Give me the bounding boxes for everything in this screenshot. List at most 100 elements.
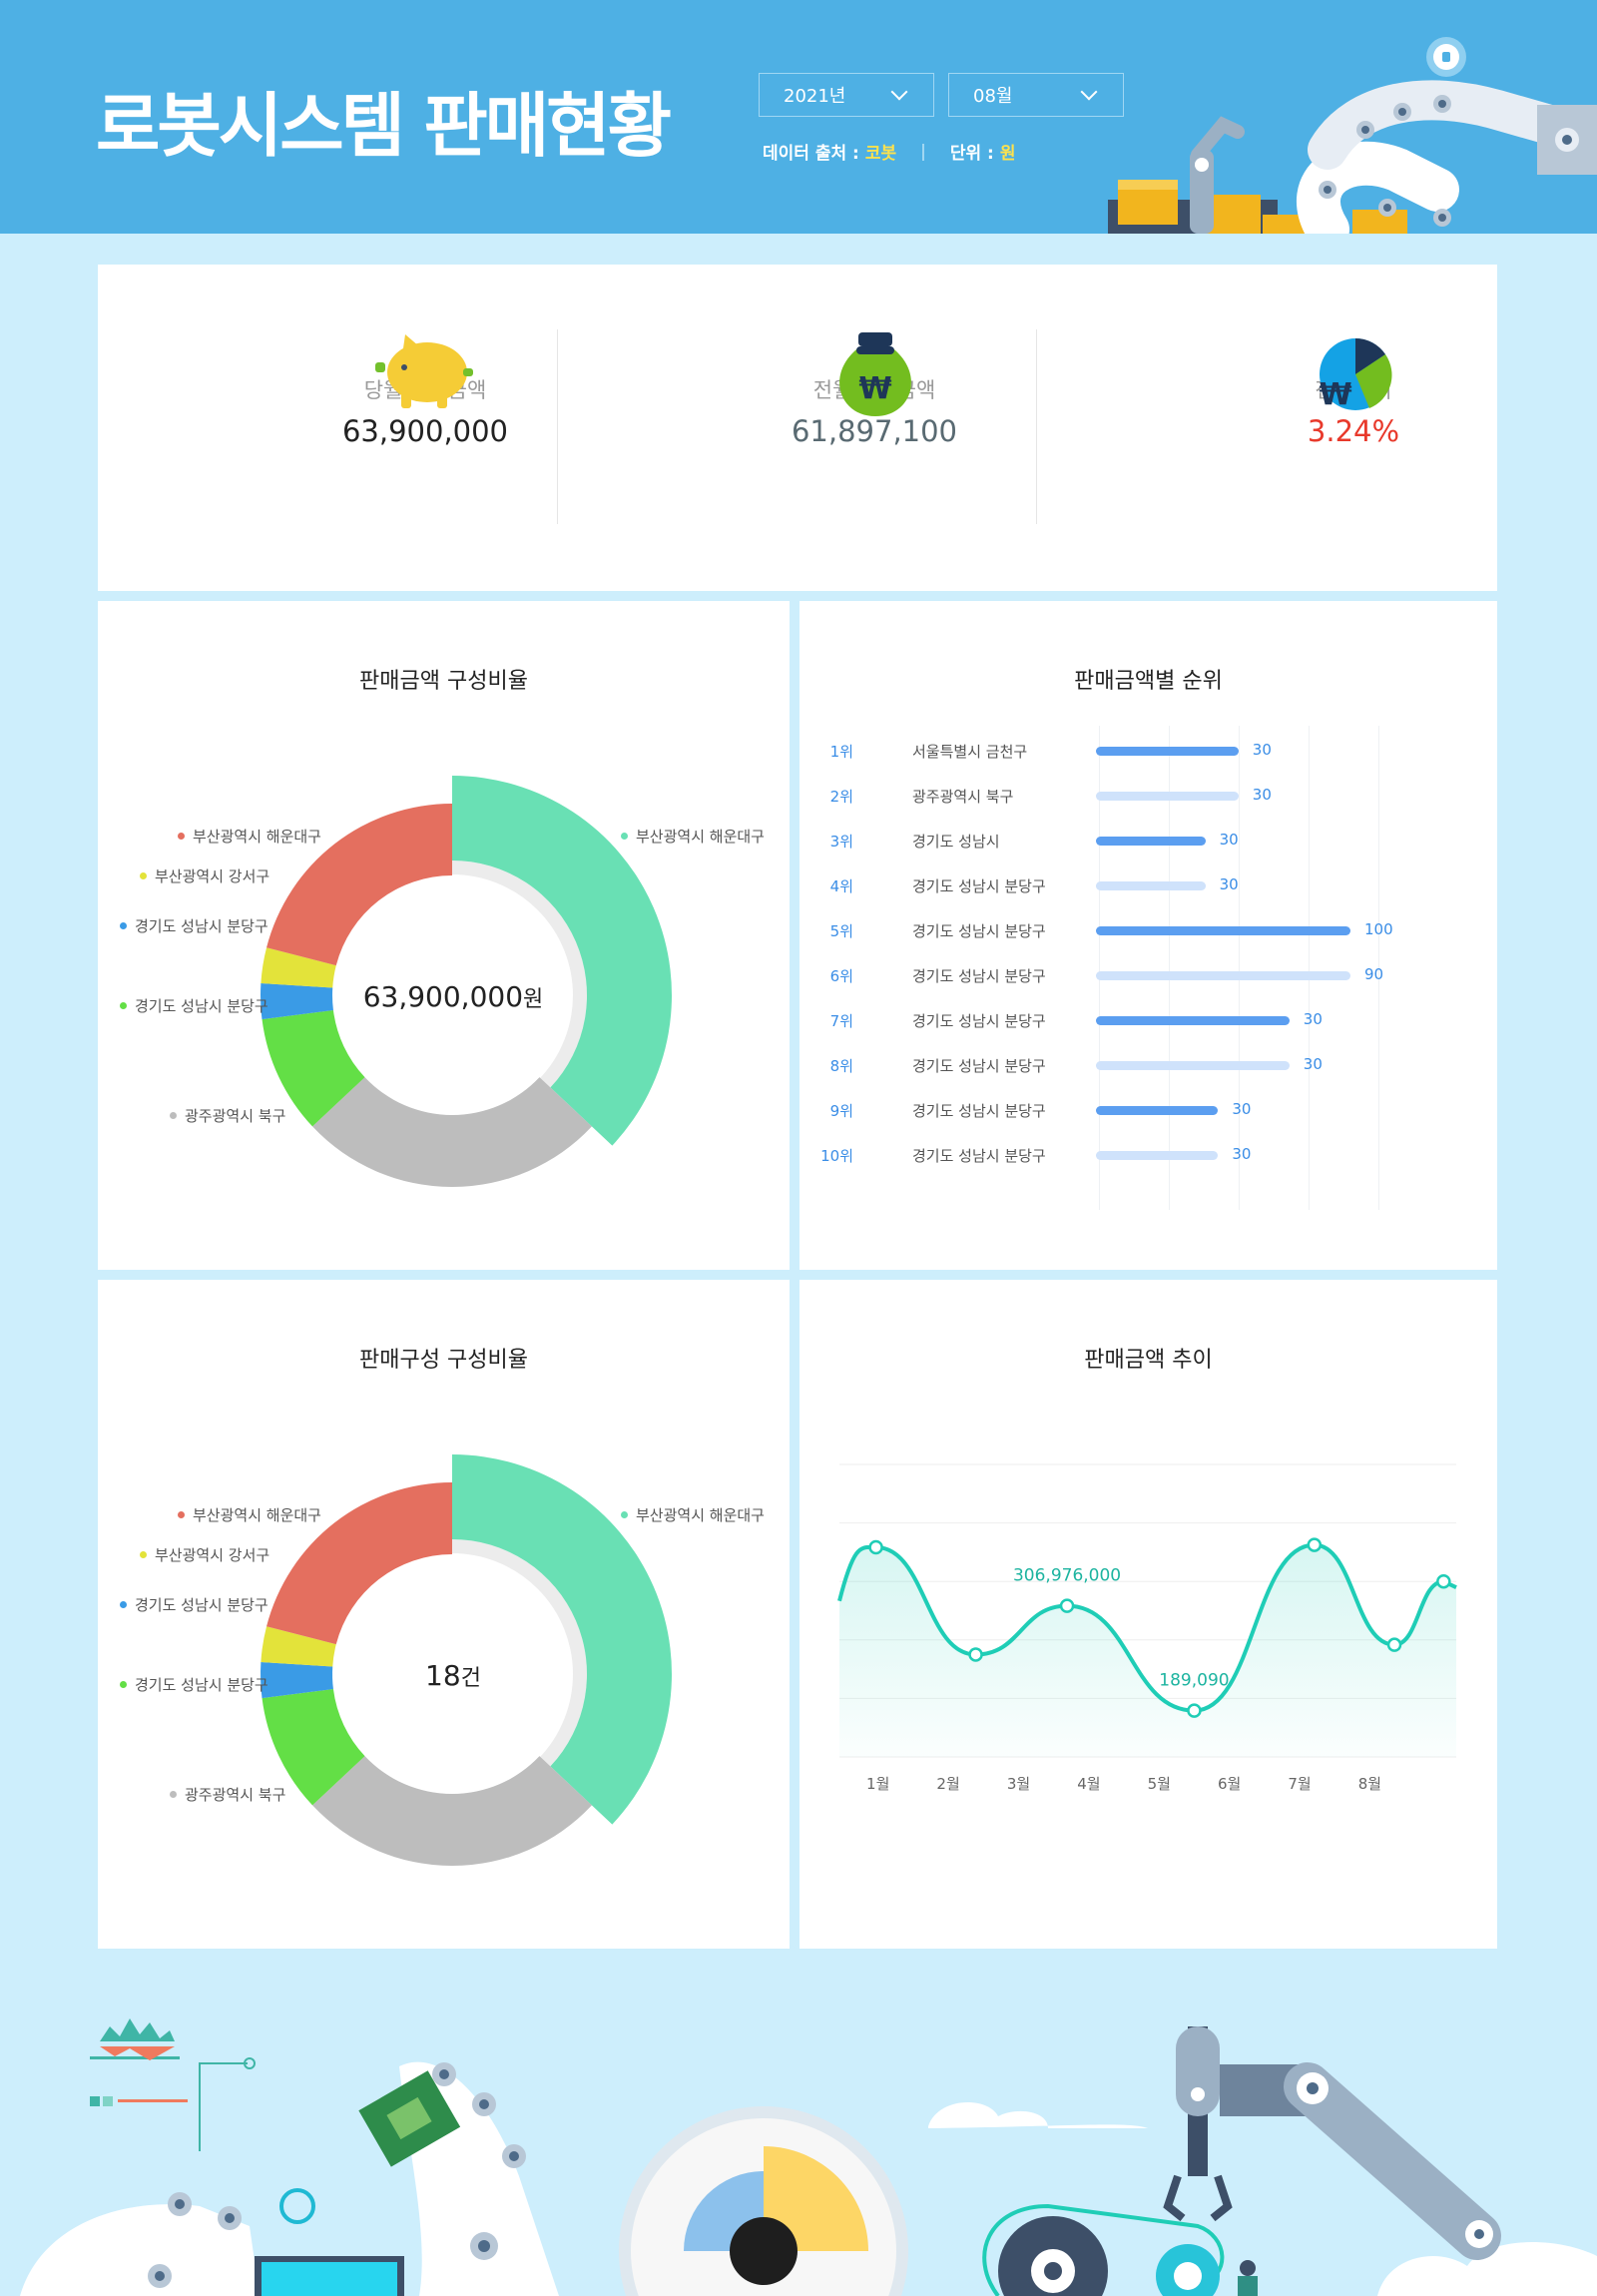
legend-item: 경기도 성남시 분당구: [120, 1594, 268, 1615]
ranking-row[interactable]: 3위 경기도 성남시 30: [799, 831, 1398, 861]
legend-dot: [621, 1511, 628, 1518]
legend-item: 광주광역시 북구: [170, 1105, 285, 1126]
legend-item: 부산광역시 해운대구: [178, 1504, 321, 1525]
donut-slice[interactable]: [312, 1077, 592, 1187]
stat-value: 3.24%: [1307, 414, 1400, 448]
donut-slice[interactable]: [452, 776, 672, 1146]
rank-region-name: 경기도 성남시 분당구: [912, 1057, 1046, 1075]
pie-chart-won-icon: ₩: [1319, 337, 1392, 412]
rank-region-name: 경기도 성남시 분당구: [912, 877, 1046, 895]
rank-bar[interactable]: [1096, 792, 1239, 801]
previous-month-sales: ₩ 전월 판매금액 61,897,100: [685, 265, 1064, 448]
legend-item: 부산광역시 해운대구: [621, 826, 765, 847]
rank-number: 9위: [829, 1102, 853, 1120]
count-ratio-card: 판매구성 구성비율 부산광역시 해운대구 부산광역시 강서구 경기도 성남시 분…: [98, 1280, 790, 1949]
divider: |: [920, 141, 926, 162]
trend-area: [839, 1544, 1456, 1757]
stat-value: 61,897,100: [791, 414, 958, 448]
ranking-row[interactable]: 9위 경기도 성남시 분당구 30: [799, 1100, 1398, 1130]
rank-value-label: 30: [1219, 831, 1239, 849]
rank-value-label: 90: [1364, 965, 1384, 983]
amount-ratio-donut-chart: [261, 776, 672, 1187]
rank-bar[interactable]: [1096, 881, 1206, 890]
donut-slice[interactable]: [261, 1661, 333, 1699]
ranking-row[interactable]: 4위 경기도 성남시 분당구 30: [799, 875, 1398, 905]
legend-label: 광주광역시 북구: [185, 1107, 286, 1125]
legend-label: 부산광역시 강서구: [155, 867, 270, 885]
ranking-row[interactable]: 8위 경기도 성남시 분당구 30: [799, 1055, 1398, 1085]
donut-slice[interactable]: [452, 1454, 672, 1825]
chart-title: 판매금액 추이: [1084, 1348, 1213, 1373]
trend-point[interactable]: [968, 1647, 983, 1662]
legend-label: 광주광역시 북구: [185, 1786, 286, 1804]
rank-bar[interactable]: [1096, 1151, 1219, 1160]
rank-bar[interactable]: [1096, 926, 1350, 935]
source-label: 데이터 출처 :: [763, 144, 859, 164]
ranking-row[interactable]: 2위 광주광역시 북구 30: [799, 786, 1398, 816]
x-tick-label: 5월: [1148, 1775, 1171, 1793]
ranking-row[interactable]: 5위 경기도 성남시 분당구 100: [799, 920, 1398, 950]
rank-number: 10위: [820, 1147, 853, 1165]
legend-label: 부산광역시 해운대구: [636, 828, 765, 846]
donut-center-value: 63,900,000원: [353, 980, 553, 1013]
x-tick-label: 7월: [1288, 1775, 1311, 1793]
robot-arm-illustration: [1108, 37, 1597, 234]
legend-label: 부산광역시 해운대구: [636, 1506, 765, 1524]
year-select-value: 2021년: [784, 86, 846, 107]
legend-dot: [140, 1551, 147, 1558]
source-value: 코봇: [864, 144, 897, 164]
trend-point[interactable]: [1436, 1573, 1451, 1589]
header-banner: 로봇시스템 판매현황 2021년 08월 데이터 출처 : 코봇 | 단위 : …: [0, 0, 1597, 234]
ranking-row[interactable]: 10위 경기도 성남시 분당구 30: [799, 1145, 1398, 1175]
legend-label: 경기도 성남시 분당구: [135, 1676, 268, 1694]
trend-point[interactable]: [868, 1539, 883, 1555]
donut-slice[interactable]: [261, 982, 333, 1020]
legend-item: 경기도 성남시 분당구: [120, 1674, 268, 1695]
legend-dot: [170, 1791, 177, 1798]
rank-region-name: 광주광역시 북구: [912, 788, 1014, 806]
divider: [1036, 329, 1037, 524]
ranking-row[interactable]: 1위 서울특별시 금천구 30: [799, 741, 1398, 771]
center-unit: 원: [523, 987, 544, 1012]
legend-dot: [120, 1002, 127, 1009]
ranking-card: 판매금액별 순위 1위 서울특별시 금천구 30 2위 광주광역시 북구 30 3위 경기도 …: [799, 601, 1497, 1270]
rank-bar[interactable]: [1096, 1016, 1290, 1025]
donut-slice[interactable]: [312, 1756, 592, 1866]
donut-slice[interactable]: [261, 947, 336, 988]
month-select[interactable]: 08월: [948, 73, 1124, 117]
donut-slice[interactable]: [262, 1010, 365, 1127]
legend-dot: [178, 1511, 185, 1518]
legend-item: 부산광역시 해운대구: [621, 1504, 765, 1525]
year-select[interactable]: 2021년: [759, 73, 934, 117]
ranking-row[interactable]: 7위 경기도 성남시 분당구 30: [799, 1010, 1398, 1040]
legend-dot: [621, 833, 628, 840]
chart-title: 판매금액 구성비율: [359, 669, 528, 694]
donut-slice[interactable]: [266, 1482, 452, 1645]
money-bag-icon: ₩: [839, 332, 911, 416]
legend-item: 경기도 성남시 분당구: [120, 915, 268, 936]
donut-slice[interactable]: [266, 804, 452, 966]
legend-dot: [120, 1681, 127, 1688]
rank-bar[interactable]: [1096, 1106, 1219, 1115]
rank-region-name: 경기도 성남시 분당구: [912, 1147, 1046, 1165]
rank-bar[interactable]: [1096, 1061, 1290, 1070]
donut-slice[interactable]: [261, 1626, 336, 1667]
unit-label: 단위 :: [949, 144, 994, 164]
rank-region-name: 경기도 성남시: [912, 833, 1000, 851]
divider: [557, 329, 558, 524]
donut-slice[interactable]: [262, 1689, 365, 1806]
donut-center-value: 18건: [353, 1659, 553, 1692]
trend-point[interactable]: [1059, 1598, 1075, 1613]
rank-bar[interactable]: [1096, 747, 1239, 756]
rank-bar[interactable]: [1096, 971, 1350, 980]
legend-dot: [170, 1112, 177, 1119]
chart-title: 판매구성 구성비율: [359, 1348, 528, 1373]
trend-point[interactable]: [1187, 1703, 1202, 1718]
rank-region-name: 경기도 성남시 분당구: [912, 967, 1046, 985]
ranking-row[interactable]: 6위 경기도 성남시 분당구 90: [799, 965, 1398, 995]
amount-ratio-card: 판매금액 구성비율 부산광역시 해운대구 부산광역시 강서구 경기도 성남시 분…: [98, 601, 790, 1270]
rank-number: 5위: [829, 922, 853, 940]
rank-bar[interactable]: [1096, 837, 1206, 846]
trend-point[interactable]: [1307, 1537, 1323, 1552]
trend-point[interactable]: [1386, 1637, 1402, 1652]
